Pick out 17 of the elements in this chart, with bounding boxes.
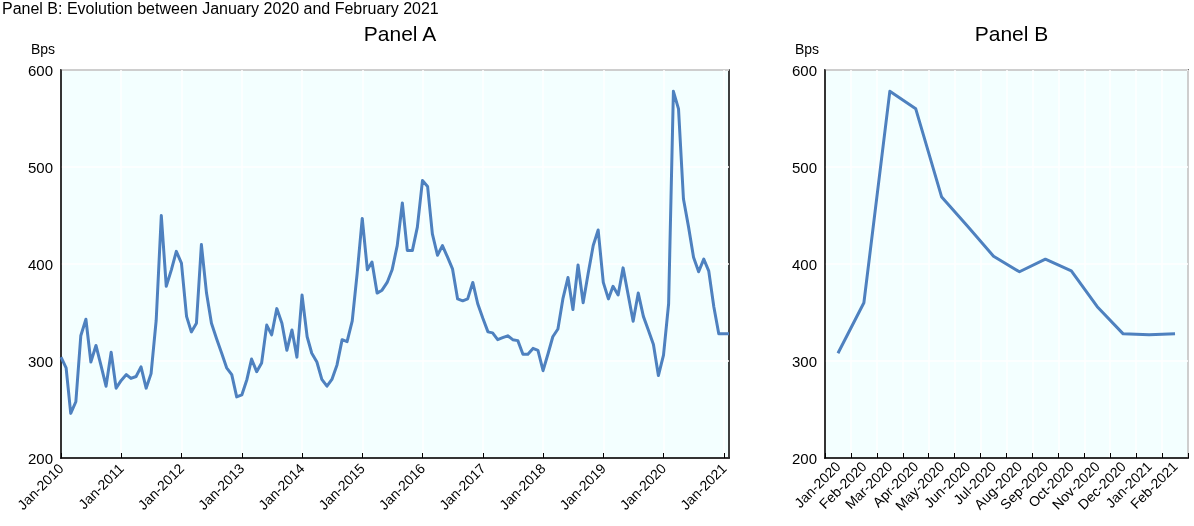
y-tick-label: 500: [27, 158, 53, 176]
y-tick-label: 300: [791, 352, 817, 370]
y-tick-label: 400: [791, 255, 817, 273]
y-tick-label: 200: [791, 449, 817, 467]
y-tick-label: 300: [27, 352, 53, 370]
y-tick-label: 200: [27, 449, 53, 467]
y-tick-label: 600: [27, 61, 53, 79]
chart-title: Panel A: [363, 22, 437, 45]
y-tick-label: 500: [791, 158, 817, 176]
y-axis-title: Bps: [30, 41, 55, 57]
y-axis-title: Bps: [794, 41, 819, 57]
line-series: [836, 89, 1177, 355]
line-series: [59, 89, 731, 415]
chart-title: Panel B: [974, 22, 1049, 45]
y-tick-label: 600: [791, 61, 817, 79]
text: Panel B: Evolution between January 2020 and February 2021: [2, 0, 439, 17]
y-tick-label: 400: [27, 255, 53, 273]
